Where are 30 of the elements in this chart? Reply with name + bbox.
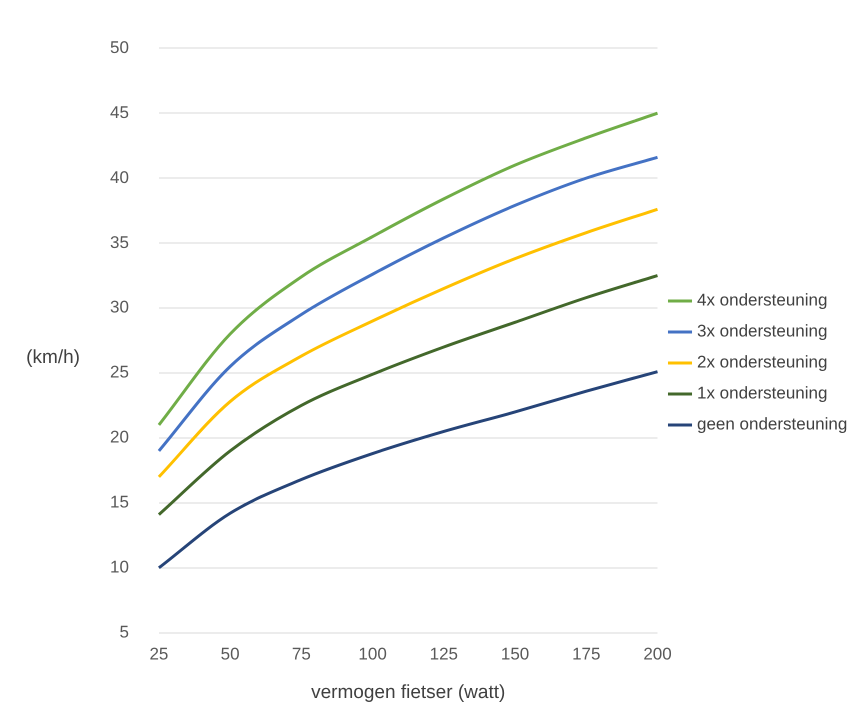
y-tick-label: 45 xyxy=(110,102,129,122)
line-series xyxy=(157,208,659,478)
y-tick-label: 15 xyxy=(110,492,129,512)
y-tick-label: 50 xyxy=(110,38,129,57)
y-tick-label: 10 xyxy=(110,558,129,577)
y-axis-title: (km/h) xyxy=(25,347,80,369)
y-tick-label: 20 xyxy=(110,428,129,447)
line-series xyxy=(157,112,659,426)
x-tick-label: 75 xyxy=(292,644,311,664)
x-tick-label: 125 xyxy=(430,644,458,664)
legend-label: 3x ondersteuning xyxy=(697,322,828,341)
legend-label: geen ondersteuning xyxy=(697,414,848,434)
line-series xyxy=(157,370,659,570)
legend-label: 4x ondersteuning xyxy=(697,290,828,310)
x-tick-label: 100 xyxy=(358,644,387,664)
y-tick-label: 40 xyxy=(110,168,129,187)
legend-label: 2x ondersteuning xyxy=(697,352,828,372)
y-tick-label: 5 xyxy=(119,622,129,642)
x-axis-title: vermogen fietser (watt) xyxy=(311,682,506,703)
y-tick-label: 25 xyxy=(110,362,129,382)
y-tick-label: 35 xyxy=(110,232,129,252)
x-tick-label: 50 xyxy=(220,644,240,664)
x-tick-label: 25 xyxy=(149,644,168,664)
line-series xyxy=(157,156,659,452)
line-series xyxy=(157,274,659,516)
x-tick-label: 175 xyxy=(572,644,600,664)
legend-label: 1x ondersteuning xyxy=(697,384,828,403)
x-tick-label: 200 xyxy=(643,644,672,664)
y-tick-label: 30 xyxy=(110,298,129,317)
x-tick-label: 150 xyxy=(500,644,530,664)
